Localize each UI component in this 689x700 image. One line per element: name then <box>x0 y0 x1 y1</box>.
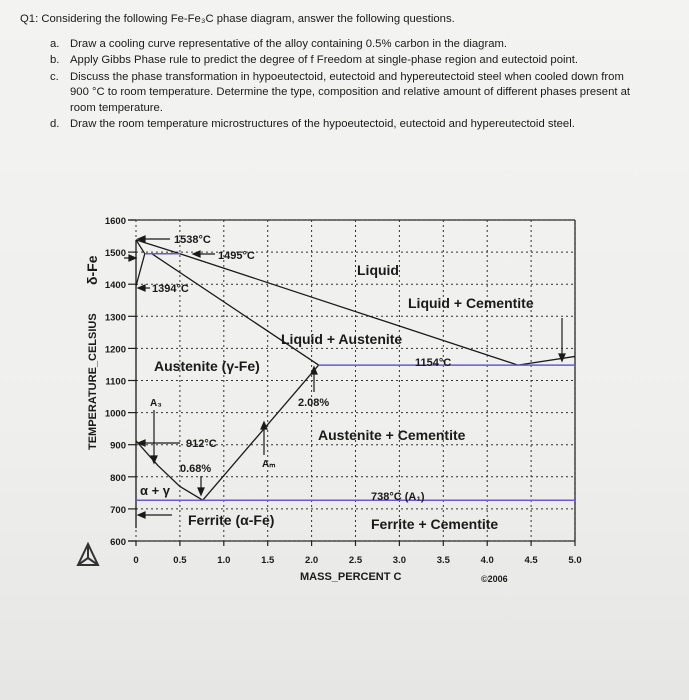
y-axis-label: TEMPERATURE_CELSIUS <box>87 313 99 450</box>
question-item-b: b. Apply Gibbs Phase rule to predict the … <box>50 53 660 69</box>
label-0-68: 0.68% <box>180 463 211 475</box>
x-tick-label: 5.0 <box>568 555 581 566</box>
item-text: Draw a cooling curve representative of t… <box>70 37 508 50</box>
question-block: Q1: Considering the following Fe-Fe₃C ph… <box>20 12 660 134</box>
delta-fe-label: δ-Fe <box>84 255 100 285</box>
y-tick-label: 1400 <box>105 280 126 291</box>
label-a3: A₃ <box>150 398 162 409</box>
y-tick-label: 600 <box>110 537 126 548</box>
label-1154: 1154°C <box>415 357 451 369</box>
x-tick-label: 2.0 <box>305 555 318 566</box>
x-tick-label: 0.5 <box>173 555 187 566</box>
item-letter: a. <box>50 37 60 50</box>
x-tick-label: 1.5 <box>261 555 275 566</box>
y-tick-label: 1600 <box>105 216 126 227</box>
y-tick-label: 1200 <box>105 344 126 355</box>
y-tick-label: 800 <box>110 473 126 484</box>
region-liquid-cementite: Liquid + Cementite <box>408 295 534 311</box>
phase-boundary-line <box>135 440 204 501</box>
label-2-08: 2.08% <box>298 397 329 409</box>
region-ferrite: Ferrite (α-Fe) <box>188 512 274 528</box>
item-text: Apply Gibbs Phase rule to predict the de… <box>70 54 579 66</box>
label-1394: 1394°C <box>152 283 189 295</box>
region-austenite-cementite: Austenite + Cementite <box>318 427 466 443</box>
arrows <box>124 235 566 519</box>
question-item-a: a. Draw a cooling curve representative of… <box>50 37 660 53</box>
y-tick-label: 1000 <box>105 409 126 420</box>
question-item-d: d. Draw the room temperature microstructu… <box>50 117 660 133</box>
copyright-label: ©2006 <box>481 574 508 584</box>
phase-boundary-line <box>135 239 576 366</box>
label-acm: Aₘ <box>262 459 275 470</box>
x-axis-label: MASS_PERCENT C <box>300 571 402 583</box>
x-tick-label: 3.0 <box>393 555 406 566</box>
x-tick-label: 4.5 <box>524 555 538 566</box>
tick-labels: 1600 1500 1400 1300 1200 1100 1000 900 800 700 600… <box>105 216 582 566</box>
item-letter: b. <box>50 54 60 66</box>
y-tick-label: 1100 <box>105 377 126 388</box>
phase-boundary-line <box>135 239 146 287</box>
label-1538: 1538°C <box>174 234 211 246</box>
logo-icon <box>76 541 100 566</box>
phase-boundary-line <box>202 364 320 501</box>
y-tick-label: 900 <box>110 441 126 452</box>
phase-boundaries <box>135 239 576 529</box>
y-tick-label: 1300 <box>105 312 126 323</box>
question-item-c: c. Discuss the phase transformation in hy… <box>50 70 660 117</box>
x-tick-label: 3.5 <box>437 555 451 566</box>
question-title: Q1: Considering the following Fe-Fe₃C ph… <box>20 13 455 25</box>
x-tick-label: 0 <box>133 555 138 566</box>
label-912: 912°C <box>186 438 217 450</box>
x-tick-label: 4.0 <box>481 555 494 566</box>
x-tick-label: 2.5 <box>349 555 363 566</box>
item-text: Discuss the phase transformation in hypo… <box>70 70 631 114</box>
x-tick-label: 1.0 <box>217 555 230 566</box>
phase-boundary-line <box>151 253 319 366</box>
region-austenite: Austenite (γ-Fe) <box>154 358 260 374</box>
item-text: Draw the room temperature microstructure… <box>70 118 575 130</box>
y-tick-label: 700 <box>110 505 126 516</box>
label-1495: 1495°C <box>218 250 255 262</box>
y-tick-label: 1500 <box>105 248 126 259</box>
region-liquid: Liquid <box>357 262 399 278</box>
item-letter: c. <box>50 70 59 83</box>
grid <box>128 219 576 546</box>
region-liquid-austenite: Liquid + Austenite <box>281 331 402 347</box>
item-letter: d. <box>50 118 60 130</box>
label-738: 738°C (A₁) <box>371 491 425 503</box>
region-alpha-gamma: α + γ <box>140 483 171 498</box>
region-ferrite-cementite: Ferrite + Cementite <box>371 516 498 532</box>
